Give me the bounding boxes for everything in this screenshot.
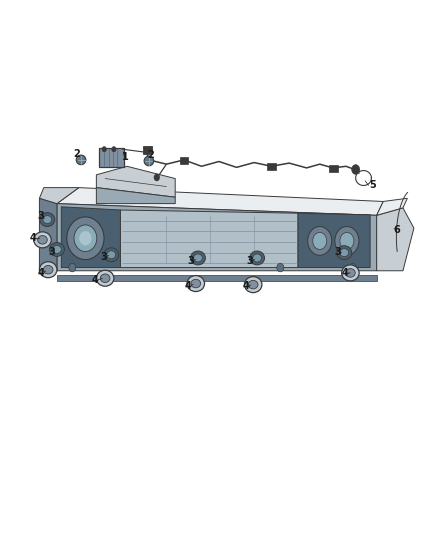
Ellipse shape — [313, 232, 327, 249]
Ellipse shape — [53, 245, 61, 253]
Ellipse shape — [194, 254, 202, 262]
Text: 6: 6 — [393, 225, 400, 235]
Ellipse shape — [248, 280, 258, 289]
Text: 5: 5 — [369, 181, 376, 190]
Ellipse shape — [340, 232, 354, 249]
Circle shape — [349, 263, 356, 272]
Circle shape — [277, 263, 284, 272]
Ellipse shape — [74, 225, 97, 252]
Ellipse shape — [307, 227, 332, 255]
Ellipse shape — [43, 215, 52, 224]
Polygon shape — [377, 208, 414, 271]
Ellipse shape — [250, 251, 265, 265]
Ellipse shape — [96, 270, 114, 286]
Text: 3: 3 — [101, 252, 108, 262]
Text: 2: 2 — [148, 150, 155, 159]
Polygon shape — [96, 166, 175, 197]
Text: 2: 2 — [73, 149, 80, 158]
Ellipse shape — [340, 248, 349, 257]
Ellipse shape — [104, 248, 119, 262]
Polygon shape — [120, 210, 298, 268]
Ellipse shape — [38, 236, 47, 244]
Text: 4: 4 — [92, 276, 99, 285]
Polygon shape — [39, 188, 79, 204]
Circle shape — [102, 147, 106, 152]
Ellipse shape — [67, 217, 104, 260]
Polygon shape — [57, 275, 377, 281]
Text: 4: 4 — [243, 281, 250, 291]
Text: 4: 4 — [30, 233, 37, 243]
Ellipse shape — [187, 276, 205, 292]
Text: 4: 4 — [185, 281, 192, 290]
Ellipse shape — [79, 231, 92, 245]
Text: 1: 1 — [121, 152, 128, 162]
Ellipse shape — [253, 254, 261, 262]
Ellipse shape — [144, 156, 154, 166]
Ellipse shape — [49, 243, 64, 256]
Polygon shape — [39, 198, 57, 271]
Ellipse shape — [342, 265, 359, 281]
Circle shape — [154, 174, 160, 181]
Ellipse shape — [107, 251, 116, 259]
FancyBboxPatch shape — [143, 146, 152, 154]
Ellipse shape — [244, 277, 262, 293]
Text: 4: 4 — [342, 268, 349, 278]
Ellipse shape — [100, 274, 110, 282]
Text: 4: 4 — [37, 268, 44, 278]
FancyBboxPatch shape — [180, 157, 188, 164]
Text: 3: 3 — [48, 247, 55, 256]
FancyBboxPatch shape — [99, 148, 124, 167]
Ellipse shape — [34, 232, 51, 248]
Ellipse shape — [40, 213, 55, 227]
Polygon shape — [298, 213, 370, 268]
Circle shape — [352, 165, 360, 174]
Polygon shape — [96, 188, 175, 204]
Polygon shape — [57, 188, 383, 215]
Polygon shape — [61, 207, 120, 268]
FancyBboxPatch shape — [329, 165, 338, 172]
Text: 3: 3 — [187, 256, 194, 266]
Ellipse shape — [191, 279, 201, 288]
Ellipse shape — [335, 227, 359, 255]
Ellipse shape — [191, 251, 205, 265]
Polygon shape — [57, 204, 377, 271]
Ellipse shape — [43, 265, 53, 274]
Polygon shape — [377, 198, 407, 215]
Ellipse shape — [346, 269, 355, 277]
Ellipse shape — [337, 246, 352, 260]
Circle shape — [112, 147, 116, 152]
Circle shape — [69, 263, 76, 272]
Text: 3: 3 — [334, 247, 341, 256]
Text: 3: 3 — [37, 212, 44, 221]
Text: 3: 3 — [246, 256, 253, 266]
Ellipse shape — [39, 262, 57, 278]
FancyBboxPatch shape — [267, 163, 276, 170]
Ellipse shape — [76, 155, 86, 165]
